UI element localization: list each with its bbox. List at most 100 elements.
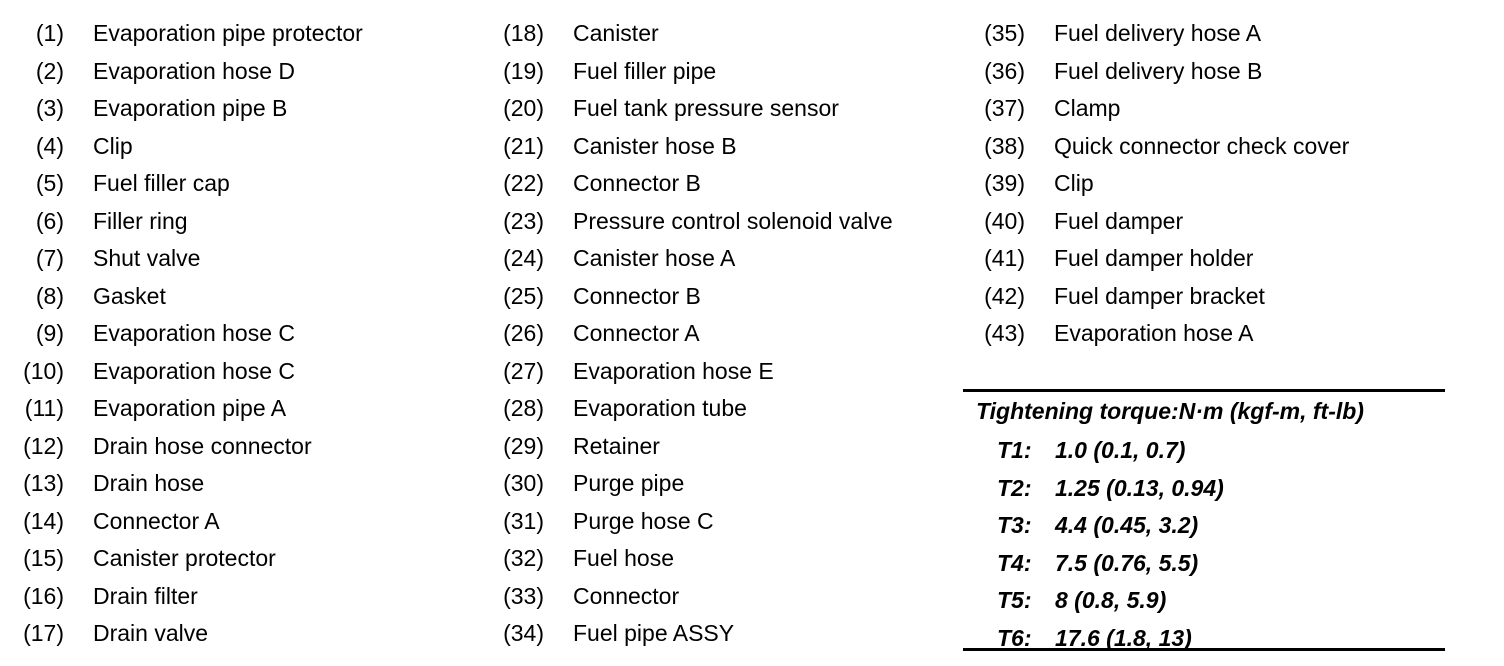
part-name: Drain hose connector — [93, 432, 312, 459]
part-number: (2) — [35, 57, 64, 84]
part-number: (28) — [503, 395, 544, 421]
torque-key: T5: — [997, 587, 1032, 613]
part-number: (9) — [35, 320, 64, 346]
part-name: Fuel tank pressure sensor — [573, 95, 839, 121]
part-number: (6) — [35, 207, 64, 234]
part-number: (23) — [503, 207, 544, 234]
part-name: Drain filter — [93, 582, 198, 609]
part-name: Evaporation hose D — [93, 57, 296, 84]
torque-value: 1.25 (0.13, 0.94) — [1055, 474, 1224, 501]
part-name: Pressure control solenoid valve — [573, 207, 893, 234]
torque-key: T1: — [997, 437, 1032, 463]
part-number: (13) — [23, 470, 64, 496]
part-name: Clip — [1054, 170, 1094, 196]
part-number: (21) — [503, 132, 544, 159]
part-name: Shut valve — [93, 245, 201, 271]
part-name: Clip — [93, 132, 133, 159]
part-name: Evaporation hose E — [573, 357, 774, 384]
part-number: (29) — [503, 432, 544, 459]
part-name: Purge pipe — [573, 470, 685, 496]
part-name: Fuel filler cap — [93, 170, 230, 196]
part-name: Canister hose B — [573, 132, 737, 159]
torque-value: 4.4 (0.45, 3.2) — [1055, 512, 1199, 538]
part-number: (17) — [23, 620, 64, 646]
part-number: (39) — [984, 170, 1025, 196]
part-name: Evaporation hose C — [93, 357, 296, 384]
part-number: (10) — [23, 357, 64, 384]
part-name: Connector B — [573, 170, 701, 196]
part-number: (25) — [503, 282, 544, 309]
torque-key: T6: — [997, 624, 1032, 651]
part-number: (43) — [984, 320, 1025, 346]
part-number: (26) — [503, 320, 544, 346]
part-name: Evaporation hose A — [1054, 320, 1254, 346]
part-number: (5) — [35, 170, 64, 196]
part-number: (40) — [984, 207, 1025, 234]
torque-key: T2: — [997, 474, 1032, 501]
torque-key: T3: — [997, 512, 1032, 538]
part-name: Clamp — [1054, 95, 1121, 121]
torque-key: T4: — [997, 549, 1032, 576]
part-number: (41) — [984, 245, 1025, 271]
part-number: (14) — [23, 507, 64, 534]
part-number: (7) — [35, 245, 64, 271]
part-number: (3) — [35, 95, 64, 121]
part-name: Canister — [573, 20, 659, 46]
part-number: (37) — [984, 95, 1025, 121]
part-name: Fuel damper holder — [1054, 245, 1254, 271]
part-number: (38) — [984, 132, 1025, 159]
part-name: Fuel pipe ASSY — [573, 620, 735, 646]
part-name: Evaporation pipe B — [93, 95, 288, 121]
torque-title: Tightening torque:N·m (kgf-m, ft-lb) — [976, 398, 1364, 424]
part-number: (18) — [503, 20, 544, 46]
part-name: Connector B — [573, 282, 701, 309]
part-name: Fuel damper — [1054, 207, 1184, 234]
torque-value: 1.0 (0.1, 0.7) — [1055, 437, 1186, 463]
part-number: (36) — [984, 57, 1025, 84]
torque-table: Tightening torque:N·m (kgf-m, ft-lb) T1:… — [963, 389, 1445, 651]
part-name: Fuel filler pipe — [573, 57, 717, 84]
part-number: (19) — [503, 57, 544, 84]
part-name: Fuel hose — [573, 545, 675, 571]
part-number: (8) — [35, 282, 64, 309]
part-name: Drain hose — [93, 470, 205, 496]
part-number: (1) — [35, 20, 64, 46]
torque-value: 7.5 (0.76, 5.5) — [1055, 549, 1199, 576]
part-name: Connector A — [573, 320, 700, 346]
part-number: (20) — [503, 95, 544, 121]
part-name: Evaporation hose C — [93, 320, 296, 346]
part-number: (15) — [23, 545, 64, 571]
torque-value: 17.6 (1.8, 13) — [1055, 624, 1192, 651]
part-name: Gasket — [93, 282, 166, 309]
part-number: (27) — [503, 357, 544, 384]
part-name: Connector A — [93, 507, 220, 534]
part-name: Evaporation pipe protector — [93, 20, 363, 46]
part-name: Retainer — [573, 432, 660, 459]
part-name: Evaporation pipe A — [93, 395, 287, 421]
part-number: (31) — [503, 507, 544, 534]
part-name: Connector — [573, 582, 680, 609]
part-number: (4) — [35, 132, 64, 159]
part-name: Fuel delivery hose B — [1054, 57, 1263, 84]
part-name: Evaporation tube — [573, 395, 747, 421]
part-name: Purge hose C — [573, 507, 714, 534]
part-number: (30) — [503, 470, 544, 496]
part-name: Filler ring — [93, 207, 188, 234]
part-name: Canister hose A — [573, 245, 736, 271]
part-name: Fuel damper bracket — [1054, 282, 1265, 309]
part-name: Quick connector check cover — [1054, 132, 1350, 159]
part-number: (42) — [984, 282, 1025, 309]
part-number: (16) — [23, 582, 64, 609]
part-name: Fuel delivery hose A — [1054, 20, 1262, 46]
part-name: Drain valve — [93, 620, 209, 646]
part-number: (34) — [503, 620, 544, 646]
part-number: (11) — [24, 395, 64, 421]
part-number: (33) — [503, 582, 544, 609]
part-number: (35) — [984, 20, 1025, 46]
part-number: (12) — [23, 432, 64, 459]
part-number: (32) — [503, 545, 544, 571]
part-number: (24) — [503, 245, 544, 271]
part-number: (22) — [503, 170, 544, 196]
part-name: Canister protector — [93, 545, 276, 571]
torque-value: 8 (0.8, 5.9) — [1055, 587, 1167, 613]
